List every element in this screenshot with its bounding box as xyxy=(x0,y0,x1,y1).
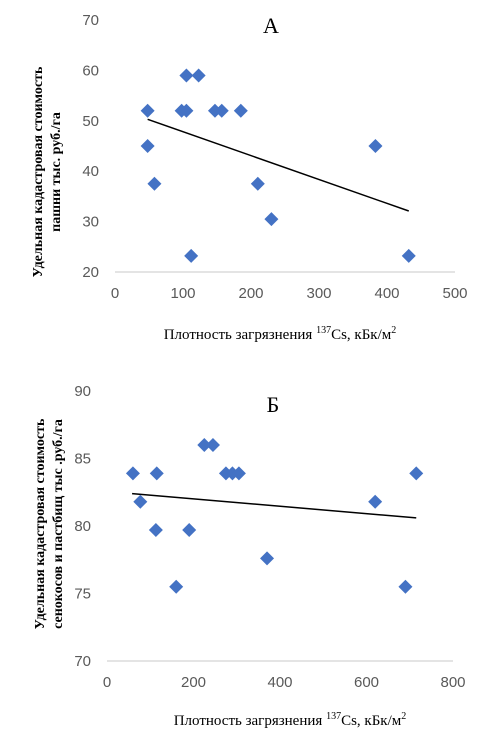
chart-b-data-point xyxy=(182,523,197,538)
chart-b-x-tick-label: 0 xyxy=(103,674,111,691)
chart-b-x-tick-label: 600 xyxy=(354,674,379,691)
chart-b-y-label-line2: сенокосов и пастбищ тыс .руб./га xyxy=(51,419,66,629)
chart-b-data-point xyxy=(231,466,246,481)
chart-b-data-point xyxy=(368,494,383,509)
chart-b-y-tick-label: 85 xyxy=(74,451,91,468)
chart-b-y-tick-label: 90 xyxy=(74,383,91,400)
chart-a-data-point xyxy=(140,103,155,118)
chart-a-x-tick-label: 500 xyxy=(442,285,467,302)
chart-a-x-tick-label: 200 xyxy=(238,285,263,302)
chart-b-y-tick-label: 70 xyxy=(74,653,91,670)
chart-a-data-point xyxy=(264,212,279,227)
chart-b-y-tick-label: 75 xyxy=(74,586,91,603)
chart-a-x-tick-label: 0 xyxy=(111,285,119,302)
chart-b-data-point xyxy=(260,551,275,566)
chart-a-y-label-line2: пашни тыс. руб./га xyxy=(49,112,64,232)
chart-a-data-point xyxy=(401,248,416,263)
chart-b-data-point xyxy=(398,579,413,594)
chart-b-x-ticks: 0 200 400 600 800 xyxy=(103,674,466,691)
chart-a-x-label: Плотность загрязнения 137Cs, кБк/м2 xyxy=(164,325,397,343)
chart-b: Б 70 75 80 85 90 0 200 400 600 800 Удельная када… xyxy=(33,383,466,729)
chart-b-y-tick-label: 80 xyxy=(74,518,91,535)
chart-b-data-point xyxy=(148,523,163,538)
chart-a-y-ticks: 20 30 40 50 60 70 xyxy=(82,12,99,281)
chart-b-data-point xyxy=(133,494,148,509)
chart-a-x-tick-label: 100 xyxy=(170,285,195,302)
chart-a-trendline xyxy=(147,118,410,212)
chart-a-x-tick-label: 300 xyxy=(306,285,331,302)
chart-b-x-label: Плотность загрязнения 137Cs, кБк/м2 xyxy=(174,711,407,729)
chart-a-y-tick-label: 20 xyxy=(82,264,99,281)
chart-a-x-tick-label: 400 xyxy=(374,285,399,302)
chart-b-data-point xyxy=(197,438,212,452)
chart-a-y-tick-label: 30 xyxy=(82,214,99,231)
chart-b-x-label-isotope: 137 xyxy=(326,711,341,722)
chart-b-x-tick-label: 200 xyxy=(181,674,206,691)
chart-b-y-label-line1: Удельная кадастровая стоимость xyxy=(33,418,48,629)
chart-b-data-point xyxy=(125,466,140,481)
chart-a-data-point xyxy=(233,103,248,118)
chart-a: А 20 30 40 50 60 70 0 100 200 300 400 500 Удельная… xyxy=(31,12,468,343)
chart-b-trendline xyxy=(132,492,417,519)
chart-b-x-label-prefix: Плотность загрязнения xyxy=(174,713,326,729)
chart-a-data-point xyxy=(179,68,194,83)
chart-b-x-tick-label: 400 xyxy=(267,674,292,691)
chart-a-y-tick-label: 40 xyxy=(82,163,99,180)
chart-a-data-point xyxy=(179,103,194,118)
chart-a-y-tick-label: 60 xyxy=(82,62,99,79)
chart-b-panel-label: Б xyxy=(267,392,280,417)
chart-b-data-point xyxy=(169,579,184,594)
chart-b-x-label-mid: Cs, кБк/м xyxy=(341,713,402,729)
chart-a-data-point xyxy=(140,139,155,153)
chart-b-x-tick-label: 800 xyxy=(440,674,465,691)
chart-b-data-point xyxy=(149,466,164,481)
chart-a-data-point xyxy=(184,248,199,263)
chart-a-data-point xyxy=(250,176,265,191)
chart-b-x-label-unit-sup: 2 xyxy=(401,711,406,722)
chart-a-data-point xyxy=(214,103,229,118)
chart-a-x-label-isotope: 137 xyxy=(316,325,331,336)
chart-b-data-point xyxy=(409,466,424,481)
chart-a-panel-label: А xyxy=(263,13,279,38)
chart-a-y-tick-label: 70 xyxy=(82,12,99,29)
chart-b-data-point xyxy=(205,438,220,452)
chart-a-data-point xyxy=(368,139,383,153)
chart-a-y-tick-label: 50 xyxy=(82,113,99,130)
chart-a-x-label-mid: Cs, кБк/м xyxy=(331,327,392,343)
chart-a-x-label-prefix: Плотность загрязнения xyxy=(164,327,316,343)
chart-b-y-ticks: 70 75 80 85 90 xyxy=(74,383,91,670)
chart-a-points xyxy=(140,68,416,263)
chart-a-x-label-unit-sup: 2 xyxy=(391,325,396,336)
chart-b-points xyxy=(125,438,424,594)
chart-a-data-point xyxy=(191,68,206,83)
chart-a-data-point xyxy=(147,176,162,191)
chart-a-x-ticks: 0 100 200 300 400 500 xyxy=(111,285,468,302)
chart-a-y-label-line1: Удельная кадастровая стоимость xyxy=(31,66,46,277)
